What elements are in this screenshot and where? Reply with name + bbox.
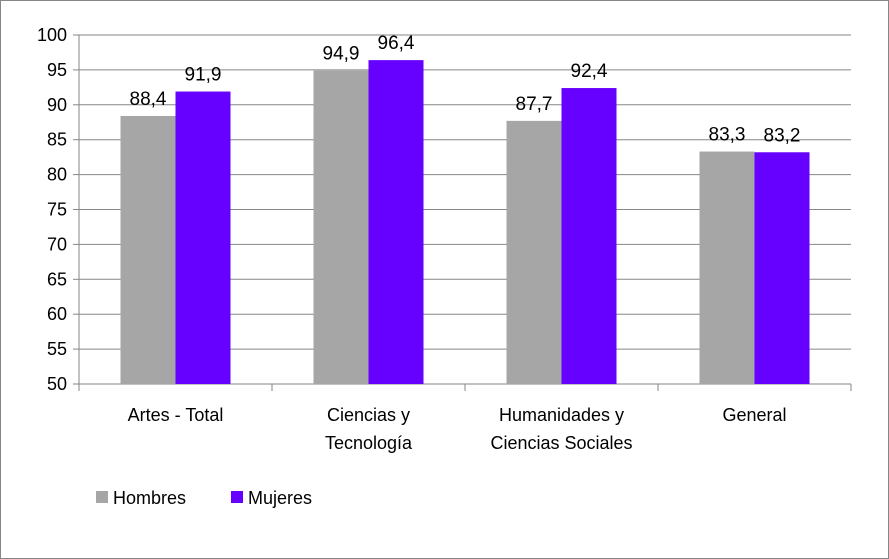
data-label: 87,7 [516, 94, 553, 115]
bar-hombres [120, 115, 176, 384]
bar-mujeres [368, 60, 424, 385]
data-label: 83,3 [709, 125, 746, 146]
legend-swatch-mujeres [231, 491, 243, 503]
category-label: Ciencias y [327, 405, 410, 425]
y-tick-label: 60 [47, 304, 67, 324]
y-tick-label: 95 [47, 60, 67, 80]
bar-mujeres [561, 88, 617, 384]
data-label: 96,4 [378, 33, 415, 54]
category-label: Artes - Total [128, 405, 224, 425]
bar-mujeres [175, 91, 231, 385]
y-tick-label: 85 [47, 130, 67, 150]
data-label: 92,4 [571, 61, 608, 82]
y-tick-label: 75 [47, 200, 67, 220]
category-label: Humanidades y [499, 405, 624, 425]
y-tick-label: 65 [47, 269, 67, 289]
data-label: 91,9 [185, 65, 222, 86]
bar-mujeres [754, 152, 810, 384]
data-label: 83,2 [764, 125, 801, 146]
y-tick-label: 100 [37, 25, 67, 45]
legend-label-hombres: Hombres [113, 488, 186, 508]
legend-label-mujeres: Mujeres [248, 488, 312, 508]
legend-swatch-hombres [96, 491, 108, 503]
y-tick-label: 50 [47, 374, 67, 394]
data-label: 94,9 [323, 44, 360, 65]
category-label: General [722, 405, 786, 425]
bar-hombres [506, 120, 562, 384]
y-tick-label: 80 [47, 165, 67, 185]
category-label: Ciencias Sociales [490, 433, 632, 453]
bar-hombres [699, 151, 755, 384]
bar-hombres [313, 70, 369, 385]
category-label: Tecnología [325, 433, 413, 453]
y-tick-label: 70 [47, 234, 67, 254]
data-label: 88,4 [130, 89, 167, 110]
y-tick-label: 55 [47, 339, 67, 359]
y-tick-label: 90 [47, 95, 67, 115]
